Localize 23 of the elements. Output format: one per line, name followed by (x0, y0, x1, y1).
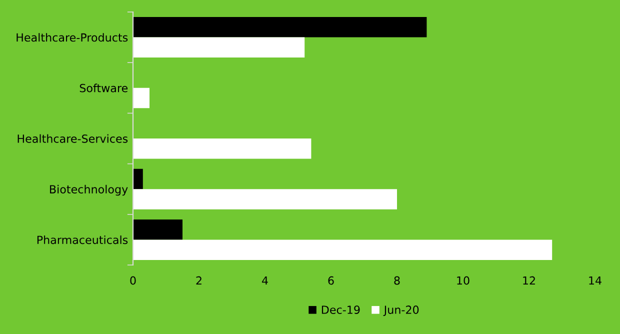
bar (133, 88, 150, 108)
y-tick-label: Healthcare-Products (16, 33, 128, 42)
x-tick-label: 4 (262, 276, 268, 285)
bar (133, 219, 182, 240)
bar (133, 240, 552, 260)
x-tick-label: 8 (394, 276, 400, 285)
x-tick-label: 6 (328, 276, 334, 285)
x-tick-label: 10 (457, 276, 470, 285)
y-tick-label: Healthcare-Services (18, 134, 128, 143)
legend-label: Dec-19 (322, 306, 360, 314)
y-tick-label: Software (80, 84, 128, 92)
y-tick-label: Biotechnology (50, 184, 128, 196)
x-tick-label: 0 (130, 276, 136, 285)
x-tick-label: 12 (523, 276, 535, 285)
x-tick-label: 2 (196, 276, 202, 285)
legend-label: Jun-20 (383, 306, 419, 316)
x-tick-label: 14 (589, 276, 602, 285)
bar (133, 138, 312, 159)
bar (133, 168, 143, 190)
bar (133, 189, 397, 210)
bar (133, 37, 305, 58)
y-tick-label: Pharmaceuticals (37, 235, 128, 244)
bar (133, 17, 427, 38)
